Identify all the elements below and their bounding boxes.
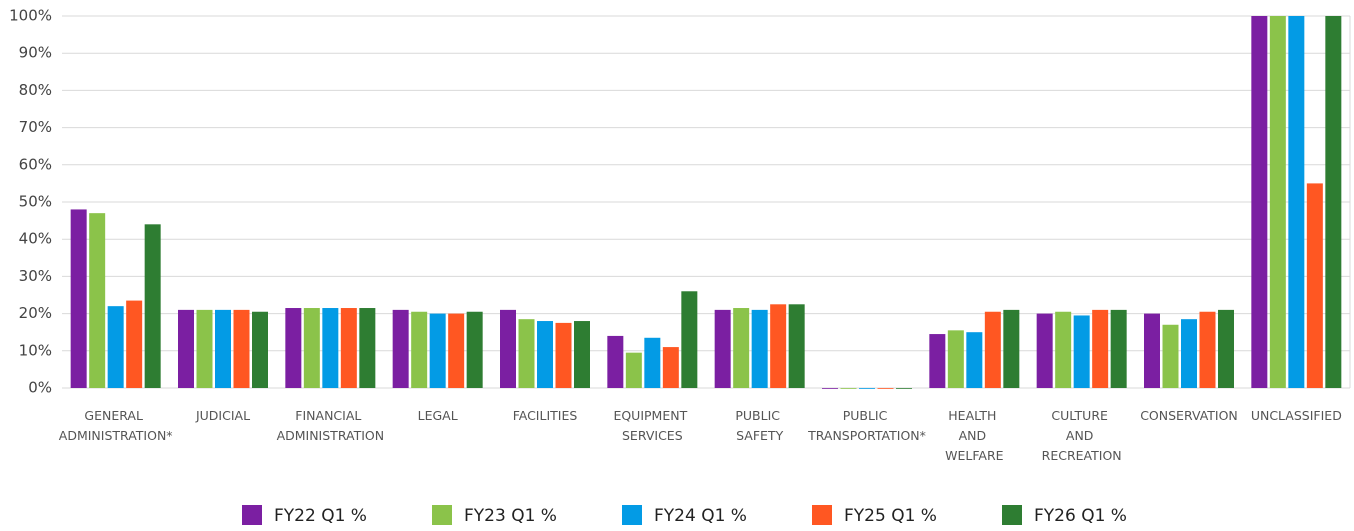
legend-label: FY23 Q1 % bbox=[464, 506, 557, 526]
x-tick-label: PUBLIC SAFETY bbox=[735, 408, 784, 443]
legend-label: FY26 Q1 % bbox=[1034, 506, 1127, 526]
x-tick-label: LEGAL bbox=[418, 408, 458, 423]
bar bbox=[788, 304, 805, 388]
bar bbox=[359, 308, 376, 388]
bar bbox=[1073, 315, 1090, 388]
bar bbox=[215, 309, 231, 388]
bar bbox=[662, 347, 679, 388]
bar bbox=[555, 322, 572, 388]
bar bbox=[340, 308, 357, 388]
bar bbox=[1110, 309, 1127, 388]
bar bbox=[1162, 324, 1179, 388]
y-tick-label: 0% bbox=[28, 379, 52, 397]
y-tick-label: 50% bbox=[19, 193, 52, 211]
bar bbox=[644, 337, 661, 388]
bar bbox=[1251, 16, 1268, 388]
bar bbox=[518, 319, 535, 388]
legend-swatch bbox=[622, 505, 642, 525]
legend-label: FY24 Q1 % bbox=[654, 506, 747, 526]
bar bbox=[840, 388, 857, 389]
x-tick-label: HEALTH AND WELFARE bbox=[945, 408, 1004, 463]
bar bbox=[466, 311, 483, 388]
bar bbox=[1199, 311, 1216, 388]
x-tick-label: JUDICIAL bbox=[195, 408, 250, 423]
legend-swatch bbox=[1002, 505, 1022, 525]
legend-swatch bbox=[242, 505, 262, 525]
bar bbox=[896, 388, 912, 389]
bar bbox=[303, 308, 320, 388]
x-tick-label: PUBLIC TRANSPORTATION* bbox=[807, 408, 926, 443]
y-tick-label: 20% bbox=[19, 304, 52, 322]
bar bbox=[1288, 16, 1305, 388]
bar bbox=[1325, 16, 1342, 388]
y-tick-label: 10% bbox=[19, 341, 52, 359]
bar bbox=[285, 308, 302, 388]
bar bbox=[1306, 183, 1323, 388]
bar bbox=[89, 213, 106, 388]
bar bbox=[1055, 311, 1072, 388]
bar bbox=[448, 313, 465, 388]
bar bbox=[107, 306, 124, 388]
y-tick-label: 70% bbox=[19, 118, 52, 136]
legend-swatch bbox=[432, 505, 452, 525]
bar bbox=[70, 209, 87, 388]
x-tick-label: UNCLASSIFIED bbox=[1251, 408, 1342, 423]
y-tick-label: 40% bbox=[19, 230, 52, 248]
x-tick-label: EQUIPMENT SERVICES bbox=[613, 408, 691, 443]
bar bbox=[574, 321, 590, 388]
y-tick-label: 90% bbox=[19, 44, 52, 62]
bar bbox=[1036, 313, 1053, 388]
legend-label: FY22 Q1 % bbox=[274, 506, 367, 526]
bar bbox=[714, 309, 731, 388]
bar bbox=[1181, 319, 1197, 388]
bar bbox=[233, 309, 250, 388]
bar bbox=[770, 304, 787, 388]
bar bbox=[429, 313, 446, 388]
bar bbox=[1003, 309, 1020, 388]
bar bbox=[859, 388, 875, 389]
y-tick-label: 80% bbox=[19, 81, 52, 99]
x-tick-label: CONSERVATION bbox=[1140, 408, 1238, 423]
bar bbox=[178, 309, 194, 388]
x-tick-label: GENERAL ADMINISTRATION* bbox=[59, 408, 173, 443]
bar bbox=[681, 291, 698, 388]
bar bbox=[966, 332, 983, 388]
bar bbox=[196, 309, 213, 388]
x-tick-label: FINANCIAL ADMINISTRATION bbox=[277, 408, 385, 443]
bar bbox=[625, 352, 642, 388]
bar bbox=[411, 311, 428, 388]
legend-swatch bbox=[812, 505, 832, 525]
bar bbox=[1269, 16, 1286, 388]
bar bbox=[984, 311, 1001, 388]
bar bbox=[322, 308, 339, 388]
bar bbox=[607, 335, 624, 388]
bar bbox=[392, 309, 409, 388]
bar bbox=[1144, 313, 1160, 388]
bar bbox=[144, 224, 161, 388]
bar bbox=[1092, 309, 1109, 388]
bar bbox=[929, 334, 946, 388]
y-tick-label: 100% bbox=[9, 7, 52, 25]
y-tick-label: 60% bbox=[19, 155, 52, 173]
bar bbox=[822, 388, 838, 389]
bar bbox=[500, 309, 516, 388]
bar bbox=[537, 321, 553, 388]
bar bbox=[751, 309, 768, 388]
bar bbox=[252, 311, 268, 388]
bar bbox=[733, 308, 750, 388]
x-tick-label: FACILITIES bbox=[513, 408, 578, 423]
y-tick-label: 30% bbox=[19, 267, 52, 285]
legend-label: FY25 Q1 % bbox=[844, 506, 937, 526]
bar bbox=[877, 388, 894, 389]
bar bbox=[126, 300, 143, 388]
bar bbox=[1218, 309, 1234, 388]
x-tick-label: CULTURE AND RECREATION bbox=[1042, 408, 1122, 463]
bar bbox=[947, 330, 964, 388]
